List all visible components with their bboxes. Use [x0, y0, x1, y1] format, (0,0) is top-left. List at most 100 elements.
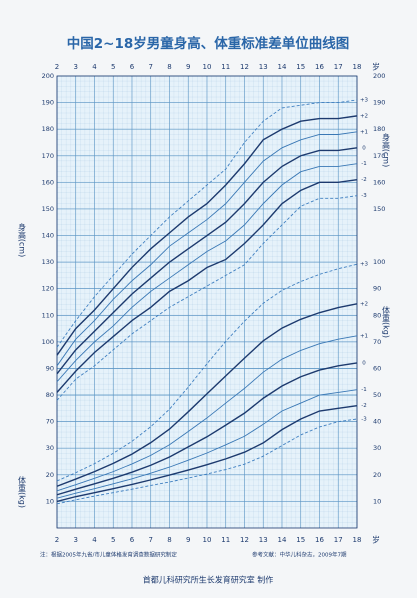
curve [56, 404, 358, 503]
curve [56, 195, 358, 401]
y-tick-label: 200 [42, 72, 54, 80]
x-tick-label: 11 [221, 63, 230, 71]
curve-label: +1 [360, 333, 368, 339]
note: 参考文献：中华儿科杂志，2009年7期 [252, 551, 347, 559]
x-tick-label: 8 [167, 536, 171, 544]
y-tick-label: 180 [42, 125, 54, 133]
x-tick-label: 4 [92, 63, 97, 71]
x-tick-label: 13 [259, 536, 268, 544]
x-tick-label: 9 [186, 63, 190, 71]
y2-tick-label: 20 [373, 471, 381, 479]
x-tick-label: 10 [203, 63, 212, 71]
y-tick-label: 70 [46, 418, 54, 426]
curve [56, 131, 358, 367]
x-tick-label: 10 [203, 536, 212, 544]
x-tick-label: 18 [353, 63, 362, 71]
x-tick-label: 13 [259, 63, 268, 71]
y2-tick-label-left: 30 [46, 444, 54, 452]
curve [56, 335, 358, 492]
y-tick-label: 150 [42, 205, 54, 213]
curve [56, 303, 358, 487]
y2-tick-label: 90 [373, 285, 381, 293]
x-unit: 岁 [372, 535, 380, 545]
curve [56, 418, 358, 505]
chart-title: 中国2~18岁男童身高、体重标准差单位曲线图 [67, 35, 350, 52]
note: 注：根据2005年九省/市儿童体格发育调查数据研究制定 [40, 551, 177, 559]
x-tick-label: 11 [221, 536, 230, 544]
y-tick-label: 120 [42, 285, 54, 293]
curve-label: -3 [361, 416, 367, 422]
curve [56, 362, 358, 496]
x-tick-label: 6 [130, 536, 135, 544]
x-tick-label: 16 [315, 63, 324, 71]
y-tick-label: 190 [42, 99, 54, 107]
curve-label: -2 [361, 177, 366, 183]
y2-tick-label: 50 [373, 391, 381, 399]
x-tick-label: 17 [334, 63, 343, 71]
curve-label: +1 [360, 129, 368, 135]
x-tick-label: 2 [55, 536, 59, 544]
y-tick-label-right: 160 [373, 178, 385, 186]
y-tick-label: 110 [42, 311, 54, 319]
curve [56, 389, 358, 499]
y-tick-label: 80 [46, 391, 54, 399]
x-tick-label: 5 [111, 63, 115, 71]
curve-label: +3 [360, 97, 369, 103]
plot-frame [56, 75, 358, 529]
x-tick-label: 17 [334, 536, 343, 544]
y-tick-label: 160 [42, 178, 54, 186]
curve-label: -1 [361, 161, 366, 167]
x-tick-label: 18 [353, 536, 362, 544]
x-tick-label: 12 [240, 536, 249, 544]
x-unit: 岁 [372, 62, 380, 72]
y2-axis-title-left: 体重(kg) [18, 475, 27, 508]
curve [56, 115, 358, 356]
y2-tick-label: 30 [373, 444, 381, 452]
x-tick-label: 6 [130, 63, 135, 71]
y-tick-label-right: 170 [373, 152, 385, 160]
x-tick-label: 12 [240, 63, 249, 71]
y2-tick-label: 60 [373, 364, 381, 372]
x-tick-label: 15 [296, 536, 305, 544]
curve [56, 178, 358, 393]
x-tick-label: 4 [92, 536, 97, 544]
curve-label: -2 [361, 403, 366, 409]
y-tick-label-right: 180 [373, 125, 385, 133]
y-tick-label-right: 200 [373, 72, 385, 80]
x-tick-label: 7 [149, 536, 153, 544]
curve [56, 163, 358, 383]
y2-tick-label: 100 [373, 258, 385, 266]
y-tick-label: 170 [42, 152, 54, 160]
curve-label: 0 [362, 145, 366, 151]
y2-axis-title: 体重(kg) [382, 305, 391, 338]
x-tick-label: 7 [149, 63, 153, 71]
y-axis-title-right: 身高(cm) [382, 132, 391, 167]
y-axis-title: 身高(cm) [18, 222, 27, 257]
y2-tick-label: 10 [373, 497, 381, 505]
x-tick-label: 8 [167, 63, 171, 71]
y2-tick-label: 40 [373, 418, 381, 426]
y-tick-label: 100 [42, 338, 54, 346]
y-tick-label: 140 [42, 232, 54, 240]
curve-label: -3 [361, 193, 367, 199]
y2-tick-label-left: 10 [46, 497, 54, 505]
y2-tick-label-left: 20 [46, 471, 54, 479]
curve-label: +2 [360, 113, 368, 119]
y-tick-label: 90 [46, 364, 54, 372]
x-tick-label: 3 [74, 63, 78, 71]
y2-tick-label: 70 [373, 338, 381, 346]
curve-label: -1 [361, 387, 366, 393]
curve [56, 147, 358, 375]
x-tick-label: 14 [278, 536, 287, 544]
x-tick-label: 2 [55, 63, 59, 71]
y-tick-label-right: 190 [373, 99, 385, 107]
curve-label: +2 [360, 301, 368, 307]
y-tick-label-right: 150 [373, 205, 385, 213]
curve [56, 99, 358, 348]
x-tick-label: 5 [111, 536, 115, 544]
x-tick-label: 15 [296, 63, 305, 71]
y-tick-label: 130 [42, 258, 54, 266]
credit: 首都儿科研究所生长发育研究室 制作 [143, 575, 274, 585]
